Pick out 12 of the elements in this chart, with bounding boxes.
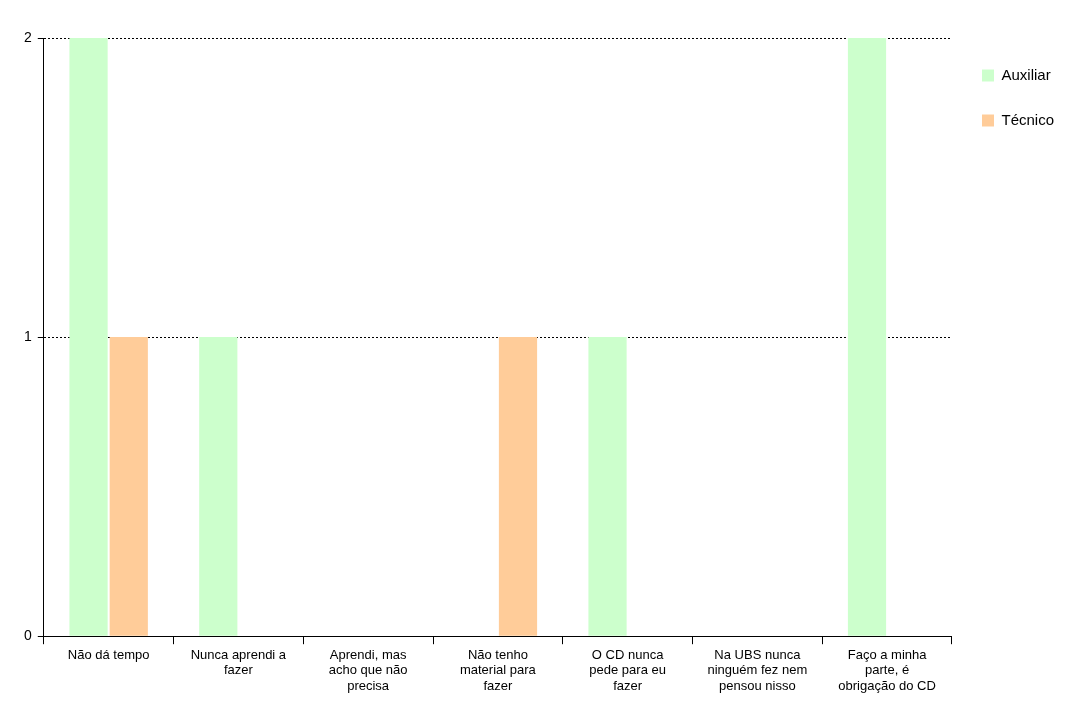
y-tick-label: 2 xyxy=(23,28,32,45)
x-tick-label: Nunca aprendi a fazer xyxy=(190,646,287,678)
x-tick-label: O CD nunca pede para eu fazer xyxy=(589,646,666,693)
legend-label: Técnico xyxy=(1001,110,1055,128)
x-tick-label: Não dá tempo xyxy=(67,646,150,662)
legend-label: Auxiliar xyxy=(1001,65,1051,83)
x-tick-label: Não tenho material para fazer xyxy=(459,646,537,693)
x-tick-label: Faço a minha parte, é obrigação do CD xyxy=(838,646,936,693)
x-tick-label: Aprendi, mas acho que não precisa xyxy=(328,646,408,693)
x-tick-label: Na UBS nunca ninguém fez nem pensou nisso xyxy=(707,646,808,693)
y-tick-label: 0 xyxy=(23,627,32,644)
y-tick-label: 1 xyxy=(23,327,32,344)
